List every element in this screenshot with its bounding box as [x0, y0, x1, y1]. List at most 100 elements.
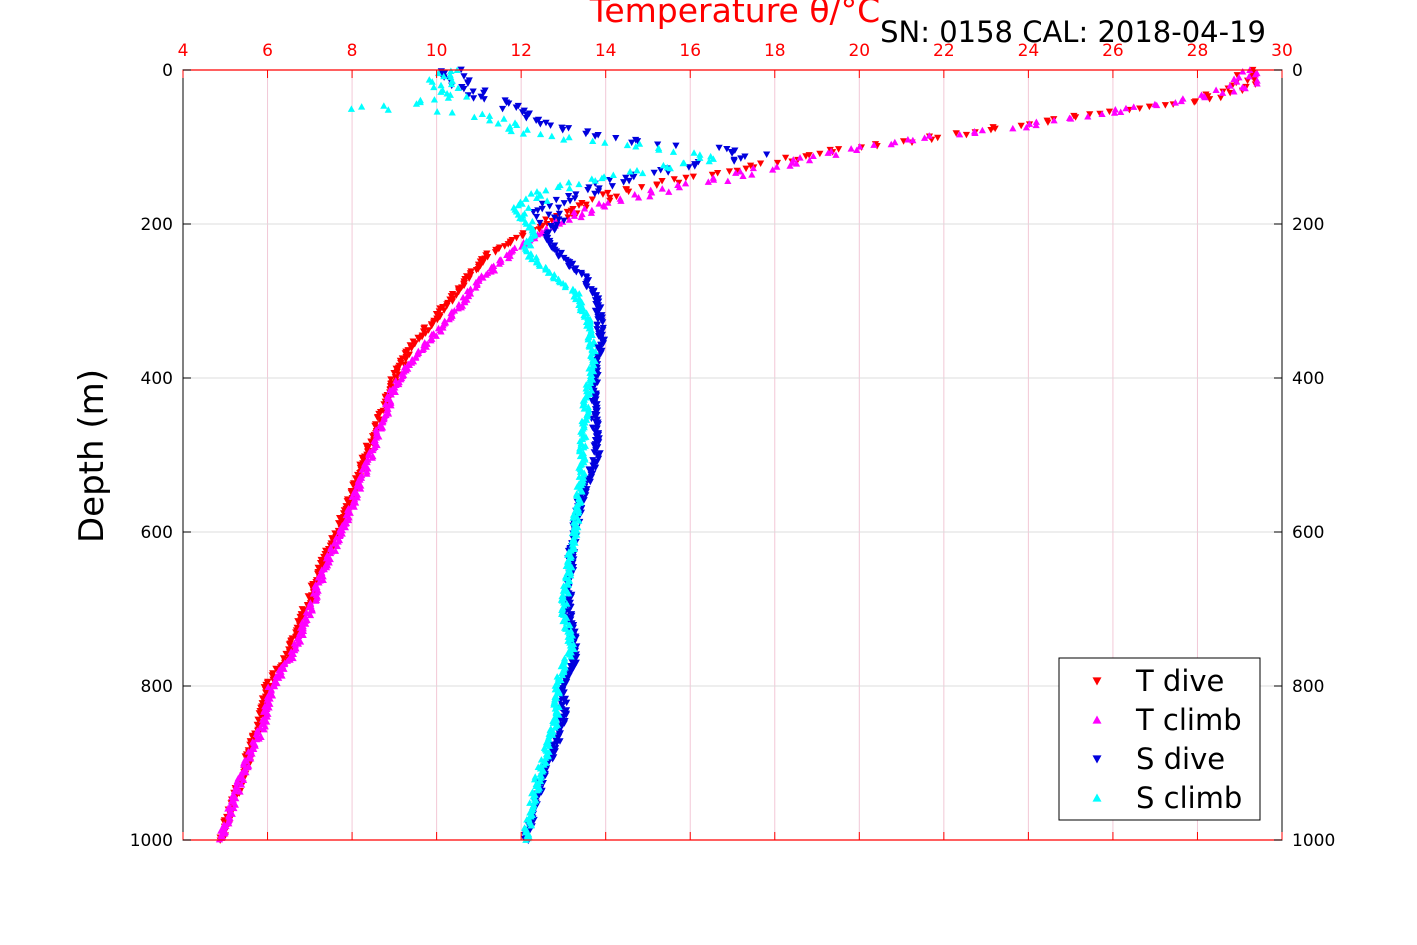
data-point [534, 207, 542, 214]
data-point [847, 145, 855, 152]
data-point [900, 138, 908, 145]
data-point [669, 148, 678, 155]
data-point [730, 158, 738, 165]
data-point [582, 130, 590, 138]
data-point [444, 94, 452, 101]
data-point [612, 135, 620, 142]
data-point [522, 115, 530, 122]
data-point [504, 241, 512, 248]
data-point [412, 100, 421, 107]
data-point [565, 216, 573, 223]
data-point [536, 121, 544, 128]
data-point [555, 711, 563, 718]
data-point [595, 439, 603, 446]
data-point [544, 269, 553, 276]
data-point [574, 523, 582, 531]
data-point [312, 597, 320, 604]
data-point [586, 478, 594, 486]
data-point [551, 227, 559, 234]
data-point [566, 197, 574, 205]
data-point [1025, 120, 1034, 127]
data-point [380, 102, 388, 109]
data-point [709, 155, 717, 162]
data-point [552, 736, 561, 744]
data-point [1084, 113, 1092, 120]
data-point [241, 753, 249, 760]
data-point [566, 599, 574, 607]
data-point [371, 422, 379, 430]
data-point [891, 138, 899, 146]
data-point [887, 140, 895, 148]
data-point [527, 822, 535, 829]
data-point [405, 351, 413, 359]
data-point [742, 165, 750, 173]
data-point [609, 171, 617, 178]
data-point [572, 269, 580, 276]
data-point [789, 156, 797, 163]
data-point [543, 197, 551, 204]
data-point [632, 142, 640, 150]
data-point [773, 159, 782, 167]
data-point [570, 645, 578, 653]
data-point [971, 129, 979, 137]
data-point [247, 755, 255, 762]
legend-label: T dive [1135, 664, 1224, 698]
data-point [548, 132, 556, 140]
data-point [275, 674, 283, 681]
data-point [464, 80, 472, 87]
data-point [746, 162, 755, 170]
data-point [1217, 94, 1225, 102]
data-point [460, 85, 468, 93]
data-point [809, 152, 817, 160]
data-point [1111, 106, 1119, 113]
x-tick-label: 28 [1187, 41, 1209, 61]
data-point [545, 742, 553, 749]
y-axis-label: Depth (m) [72, 369, 112, 543]
data-point [314, 564, 322, 572]
data-point [549, 728, 557, 735]
data-point [737, 155, 745, 162]
x-tick-label: 30 [1271, 41, 1293, 61]
data-point [514, 201, 522, 209]
data-point [1233, 78, 1241, 85]
data-point [665, 188, 673, 195]
data-point [696, 151, 704, 158]
data-point [1022, 123, 1031, 131]
data-point [682, 174, 690, 182]
data-point [358, 103, 366, 110]
data-point [463, 93, 471, 100]
data-point [704, 178, 712, 185]
data-point [585, 364, 593, 372]
data-point [594, 305, 603, 313]
y-tick-label-left: 200 [141, 215, 173, 235]
data-point [978, 126, 986, 134]
data-point [769, 166, 777, 173]
y-tick-label-left: 400 [141, 369, 173, 389]
data-point [583, 283, 591, 291]
data-point [587, 209, 595, 216]
data-point [564, 125, 573, 132]
data-point [593, 309, 601, 317]
y-tick-label-right: 200 [1292, 215, 1324, 235]
data-point [1098, 110, 1106, 118]
data-point [658, 178, 666, 185]
data-point [594, 188, 603, 195]
data-point [1130, 103, 1138, 110]
series-t-climb [215, 66, 1261, 843]
data-point [563, 208, 571, 216]
data-point [437, 328, 445, 335]
data-point [512, 104, 520, 111]
data-point [606, 176, 614, 184]
data-point [430, 83, 438, 91]
data-point [569, 514, 577, 521]
data-point [1190, 99, 1198, 106]
x-tick-label: 6 [262, 41, 273, 61]
data-point [486, 116, 494, 124]
data-point [513, 121, 521, 129]
data-point [571, 195, 579, 202]
data-point [542, 186, 550, 194]
data-point [987, 126, 995, 134]
data-point [685, 164, 693, 171]
data-point [633, 166, 641, 174]
